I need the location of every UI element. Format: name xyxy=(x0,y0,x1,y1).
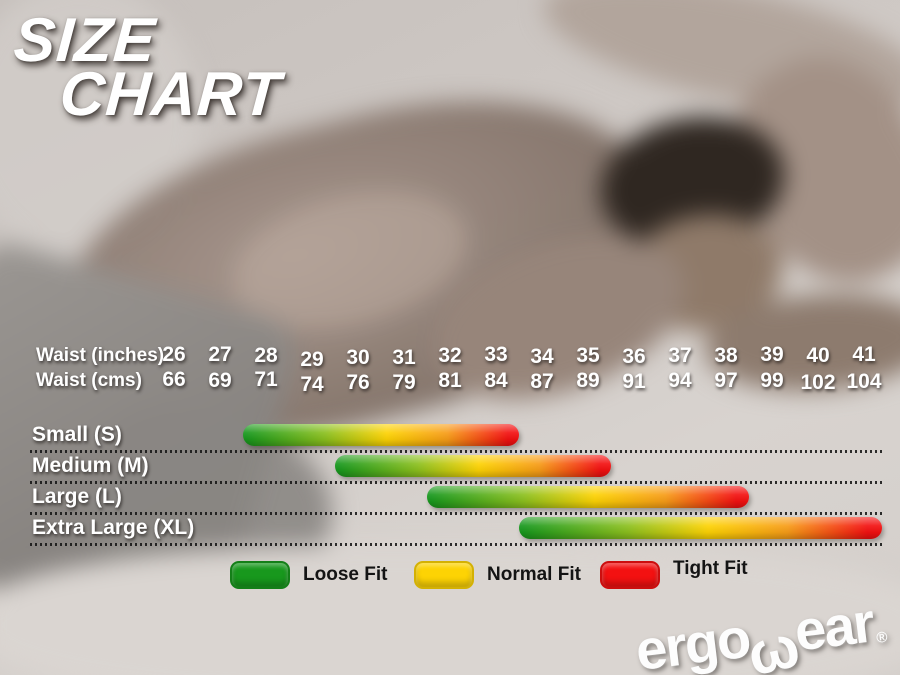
dotted-divider xyxy=(30,450,882,453)
waist-inches-tick: 37 xyxy=(668,344,692,367)
waist-inches-tick: 27 xyxy=(208,343,232,366)
waist-cms-tick: 79 xyxy=(392,371,416,394)
normal-fit-swatch xyxy=(414,561,474,589)
legend-item-loose-fit: Loose Fit xyxy=(230,561,388,589)
size-label-medium-m: Medium (M) xyxy=(32,454,149,477)
loose-fit-swatch xyxy=(230,561,290,589)
waist-inches-tick: 30 xyxy=(346,346,370,369)
waist-cms-tick: 99 xyxy=(760,369,784,392)
waist-inches-tick: 32 xyxy=(438,344,462,367)
page-title: SIZE CHART xyxy=(12,6,284,130)
waist-cms-tick: 69 xyxy=(208,369,232,392)
fit-range-bar-extra-large-xl xyxy=(519,517,882,539)
legend-item-normal-fit: Normal Fit xyxy=(414,561,581,589)
waist-inches-tick: 33 xyxy=(484,343,508,366)
waist-inches-tick: 31 xyxy=(392,346,416,369)
waist-inches-tick: 34 xyxy=(530,345,554,368)
waist-inches-tick: 26 xyxy=(162,343,186,366)
tight-fit-swatch xyxy=(600,561,660,589)
waist-inches-tick: 41 xyxy=(852,343,876,366)
registered-trademark-icon: ® xyxy=(875,628,889,647)
waist-cms-tick: 94 xyxy=(668,369,692,392)
legend-label-tight-fit: Tight Fit xyxy=(673,558,748,579)
fit-range-bar-small-s xyxy=(243,424,519,446)
waist-cms-tick: 102 xyxy=(800,371,836,394)
waist-cms-tick: 91 xyxy=(622,370,646,393)
dotted-divider xyxy=(30,481,882,484)
legend-label-loose-fit: Loose Fit xyxy=(303,564,388,585)
waist-cms-tick: 97 xyxy=(714,369,738,392)
waist-cms-tick: 76 xyxy=(346,371,370,394)
waist-inches-tick: 28 xyxy=(254,344,278,367)
waist-inches-tick: 39 xyxy=(760,343,784,366)
waist-inches-tick: 38 xyxy=(714,344,738,367)
size-label-large-l: Large (L) xyxy=(32,485,122,508)
waist-cms-tick: 71 xyxy=(254,368,278,391)
waist-cms-tick: 84 xyxy=(484,369,508,392)
waist-inches-tick: 29 xyxy=(300,348,324,371)
size-label-extra-large-xl: Extra Large (XL) xyxy=(32,516,195,539)
legend-label-normal-fit: Normal Fit xyxy=(487,564,581,585)
size-label-small-s: Small (S) xyxy=(32,423,122,446)
logo-text-ergo: ergo xyxy=(632,605,753,675)
waist-inches-tick: 35 xyxy=(576,344,600,367)
dotted-divider xyxy=(30,512,882,515)
waist-inches-tick: 36 xyxy=(622,345,646,368)
waist-cms-tick: 87 xyxy=(530,370,554,393)
waist-cms-tick: 74 xyxy=(300,373,324,396)
logo-text-ear: ear xyxy=(790,590,877,663)
waist-cms-tick: 89 xyxy=(576,369,600,392)
dotted-divider xyxy=(30,543,882,546)
waist-cms-tick: 66 xyxy=(162,368,186,391)
waist-inches-label: Waist (inches) xyxy=(36,345,165,366)
waist-cms-tick: 81 xyxy=(438,369,462,392)
waist-inches-tick: 40 xyxy=(806,344,830,367)
title-line2: CHART xyxy=(57,60,284,130)
waist-cms-label: Waist (cms) xyxy=(36,370,142,391)
fit-range-bar-medium-m xyxy=(335,455,611,477)
legend-item-tight-fit: Tight Fit xyxy=(600,558,748,589)
waist-cms-tick: 104 xyxy=(846,370,882,393)
fit-range-bar-large-l xyxy=(427,486,749,508)
